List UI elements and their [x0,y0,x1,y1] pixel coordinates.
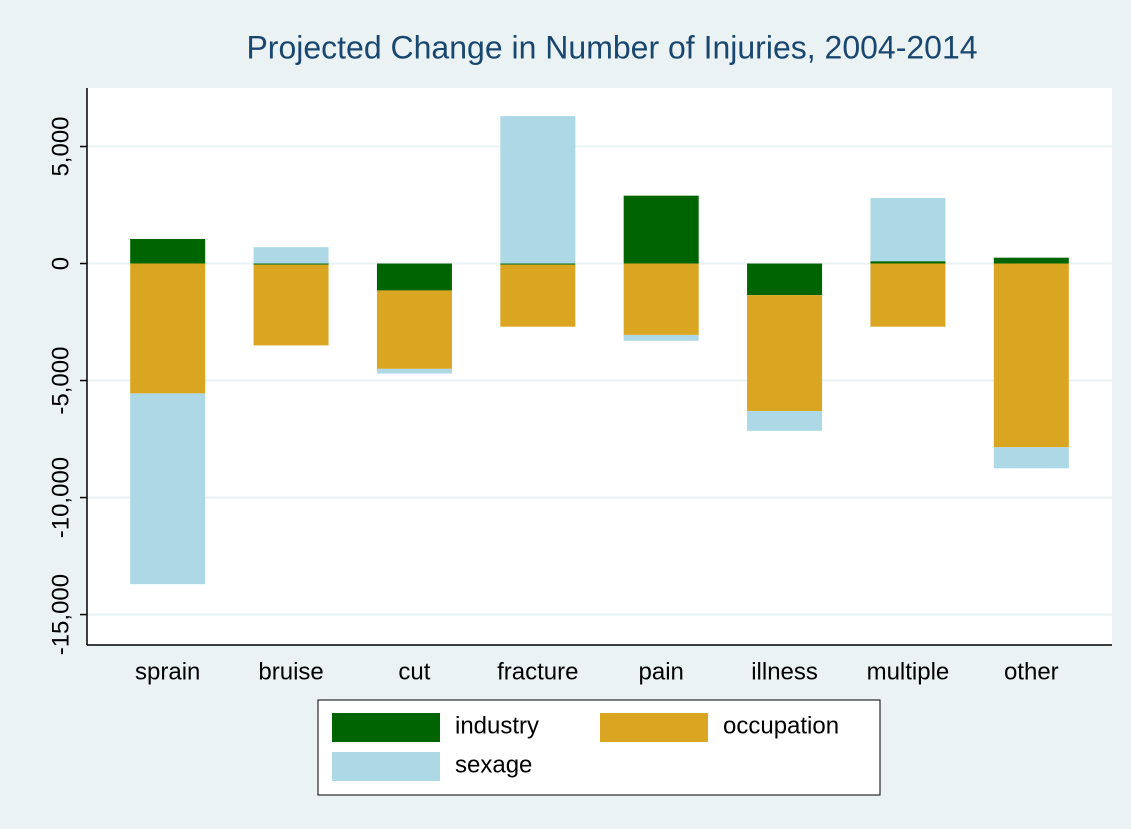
bar-segment [870,197,946,262]
bar-segment [253,247,329,264]
bar-segment [500,116,576,264]
bar-segment [993,447,1069,469]
bar-segment [623,334,699,341]
bar-segment [130,263,206,394]
bar-segment [993,257,1069,264]
y-tick-label: -10,000 [47,457,74,538]
x-tick-label: pain [639,658,684,685]
legend-label: sexage [455,751,532,778]
bar-segment [253,264,329,346]
y-tick-label: 5,000 [47,116,74,176]
x-tick-label: sprain [135,658,200,685]
x-tick-label: bruise [258,658,323,685]
bar-segment [376,368,452,374]
bar-segment [253,263,329,265]
legend-entries: industry occupation sexage [332,712,839,781]
x-tick-label: fracture [497,658,578,685]
plot-area [87,88,1112,645]
legend-label: occupation [723,712,839,739]
bar-segment [747,410,823,431]
y-tick-label: -5,000 [47,347,74,415]
bar-segment [870,261,946,264]
x-tick-label: multiple [867,658,950,685]
legend-swatch [332,713,440,742]
legend-swatch [332,752,440,781]
legend-label: industry [455,712,539,739]
bar-segment [130,238,206,264]
bar-segment [747,295,823,411]
x-tick-label: cut [398,658,430,685]
chart-title: Projected Change in Number of Injuries, … [246,29,977,65]
bar-segment [623,195,699,264]
y-tick-label: -15,000 [47,574,74,655]
bar-segment [500,264,576,327]
bar-segment [870,263,946,327]
bar-segment [376,263,452,291]
bar-segment [130,393,206,585]
x-tick-label: illness [751,658,818,685]
bar-segment [376,290,452,369]
bar-segment [993,263,1069,448]
y-tick-label: 0 [47,257,74,270]
bar-segment [623,263,699,335]
x-tick-label: other [1004,658,1059,685]
bar-segment [500,263,576,265]
legend-swatch [600,713,708,742]
bar-segment [747,263,823,296]
bars [130,116,1069,585]
